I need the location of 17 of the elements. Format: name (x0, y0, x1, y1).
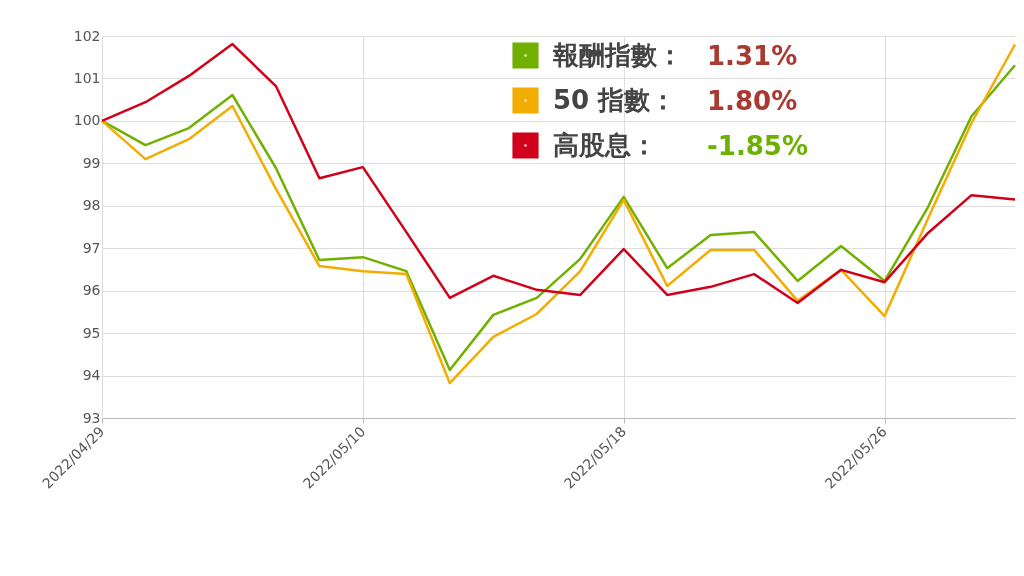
y-tick-label: 93 (82, 409, 101, 426)
legend-label: 報酬指數： (552, 39, 683, 70)
y-tick-label: 99 (82, 154, 101, 171)
line-series (100, 42, 1017, 305)
y-tick-label: 100 (73, 112, 101, 129)
annotation: -1.85% (707, 131, 808, 161)
y-tick-label: 95 (82, 324, 101, 341)
y-tick-label: 94 (82, 367, 101, 384)
y-tick-label: 96 (82, 282, 101, 299)
y-tick-label: 97 (82, 239, 101, 256)
y-tick-label: 98 (82, 197, 101, 214)
annotation: 1.31% (707, 41, 798, 71)
legend-label: 高股息： (553, 129, 657, 160)
legend-label: 50 指數： (553, 84, 677, 115)
y-tick-label: 101 (73, 69, 101, 86)
y-tick-label: 102 (73, 27, 101, 44)
annotation: 1.80% (707, 86, 798, 116)
